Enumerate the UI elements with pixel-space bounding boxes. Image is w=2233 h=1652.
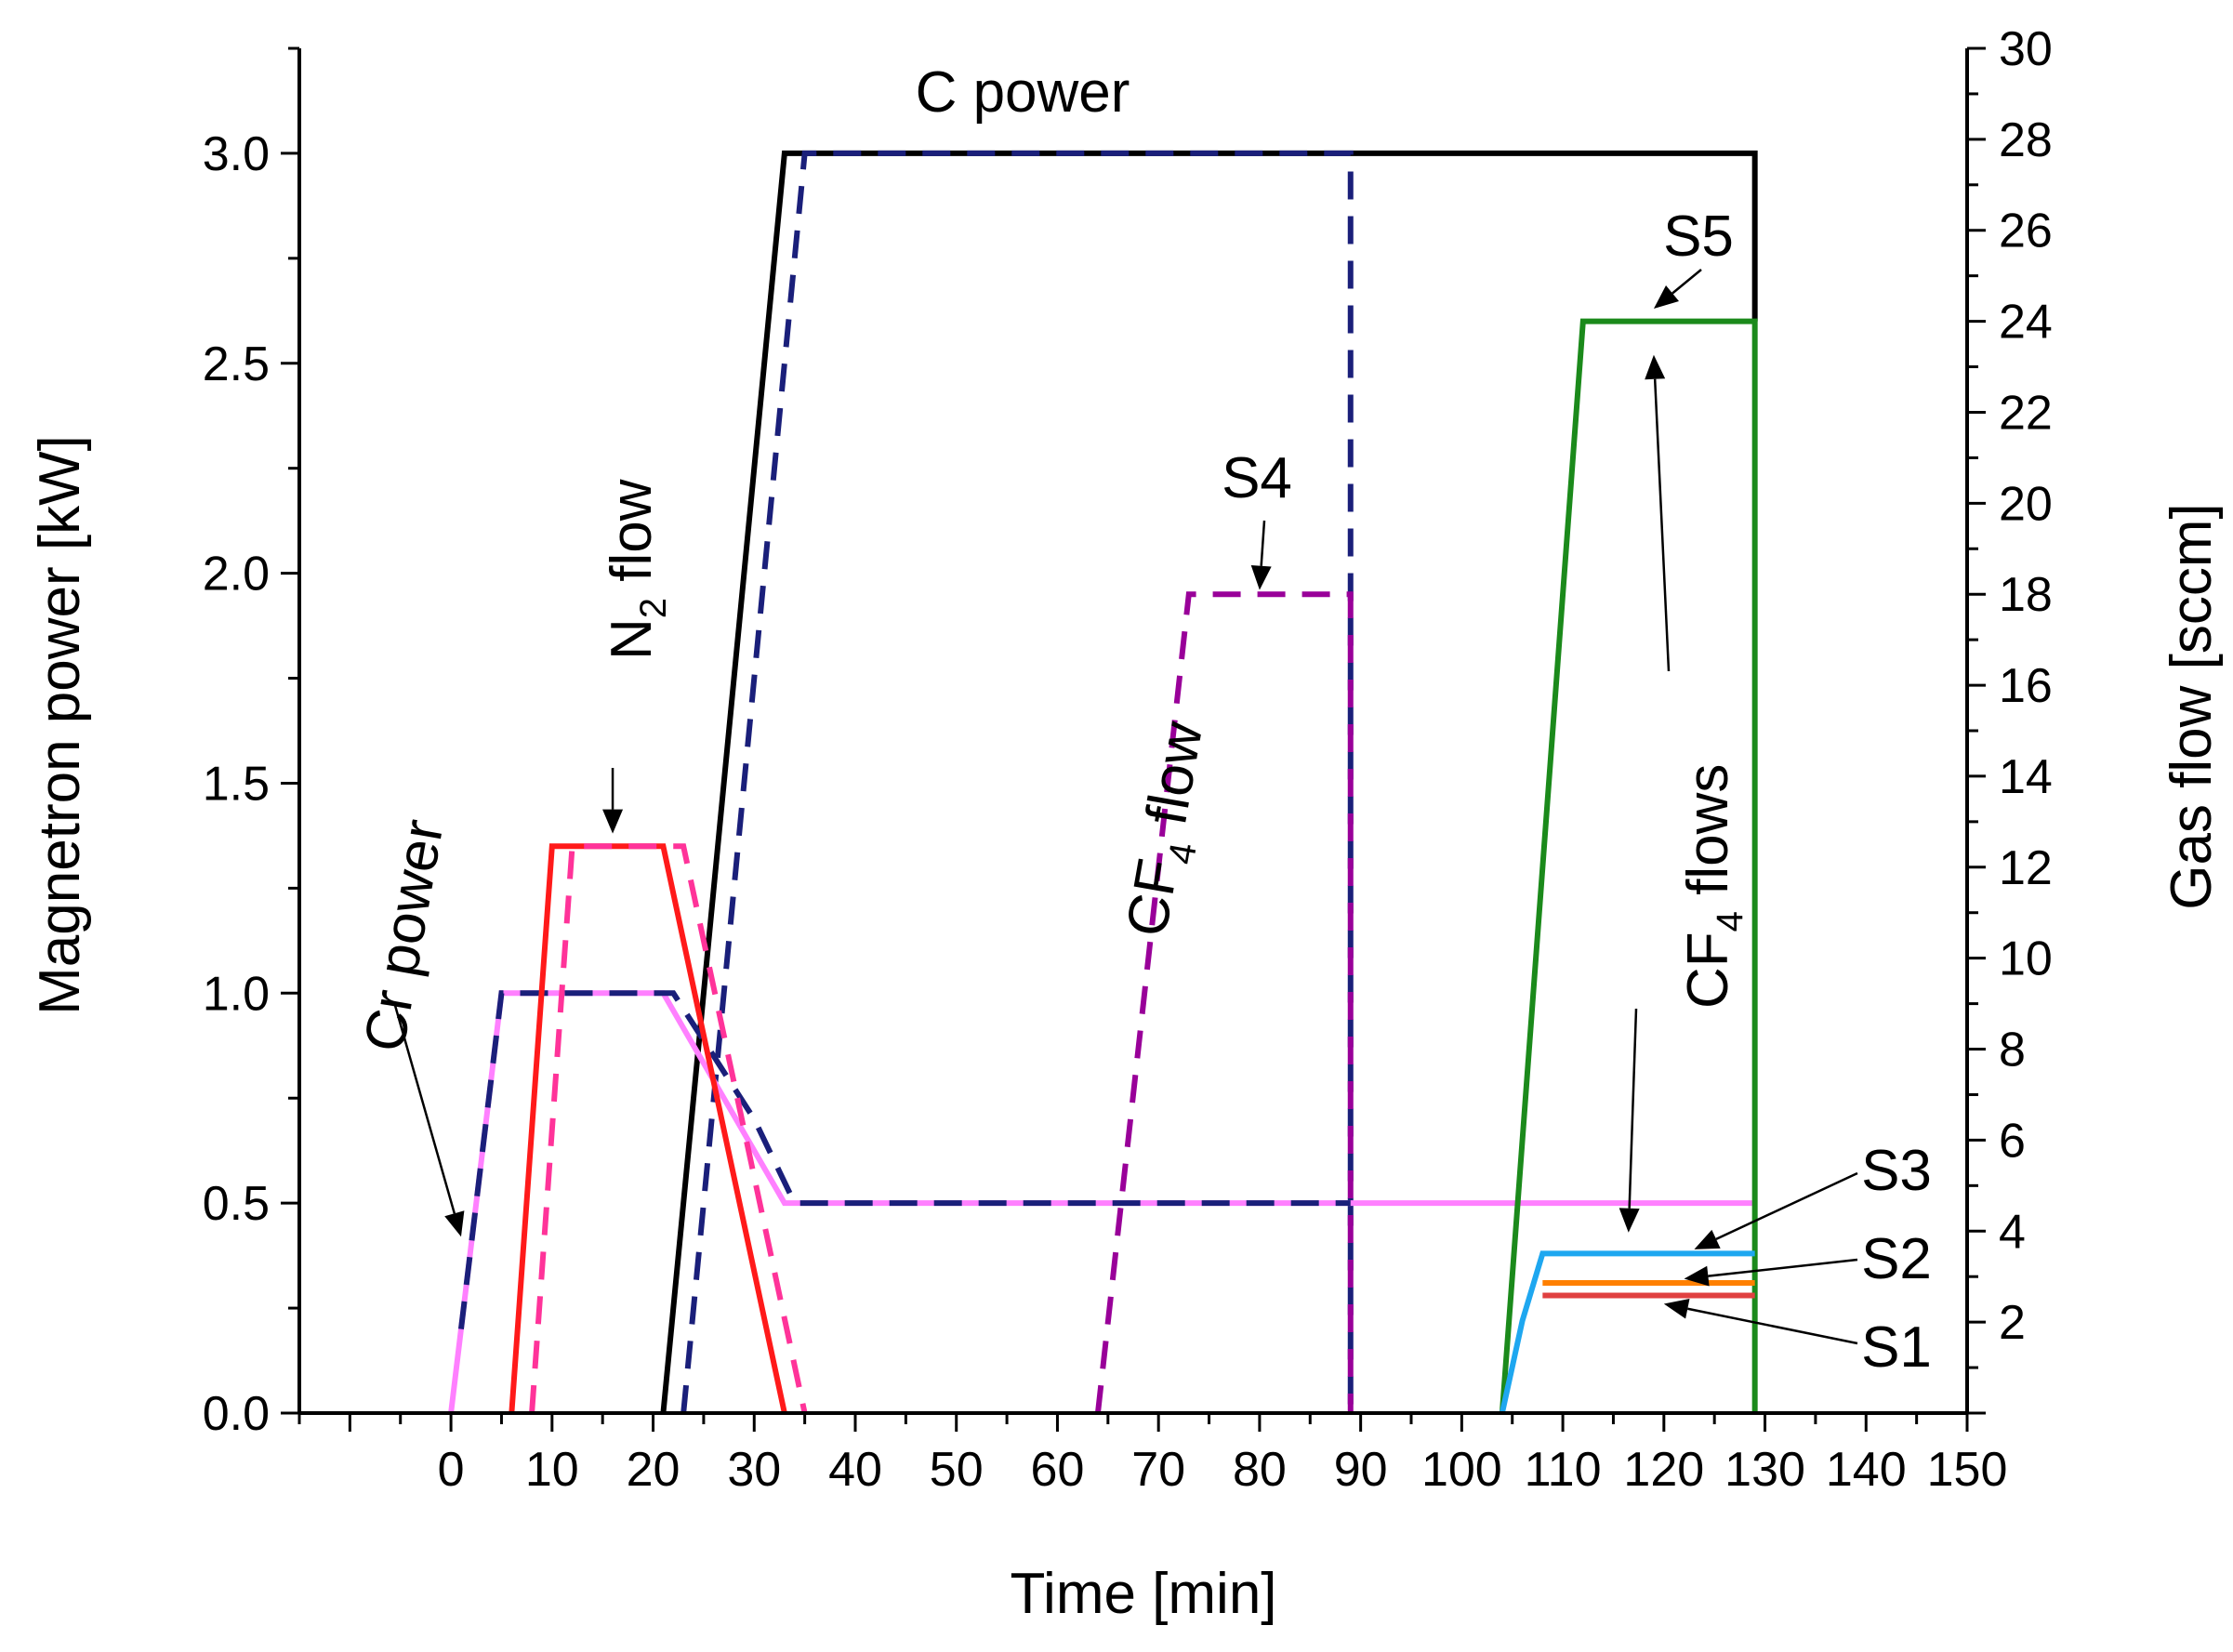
x-tick-label: 50 [930,1443,984,1497]
series-line-cr-power-dashed- [457,990,1351,1330]
annotation-s2: S2 [1861,1227,1932,1291]
y-right-tick-label: 12 [1999,841,2053,895]
series-line-c-power [660,150,1758,1414]
x-tick-label: 10 [525,1443,579,1497]
cf4-flows-pre: CF [1676,932,1740,1009]
series-line-s3 [1499,1250,1755,1414]
y-right-tick-label: 24 [1999,296,2053,350]
y-right-tick-label: 22 [1999,386,2053,440]
y-right-tick-label: 10 [1999,932,2053,986]
x-tick-label: 70 [1131,1443,1185,1497]
y-right-tick-label: 2 [1999,1296,2026,1350]
y-right-tick-label: 8 [1999,1024,2026,1077]
axes: 0 10 20 30 40 50 60 70 80 90 100 110 120 130 140 150 0.0… [203,22,2053,1497]
x-tick-label: 90 [1334,1443,1388,1497]
x-tick-label: 40 [828,1443,882,1497]
annotation-arrows [392,269,1858,1345]
y-right-tick-label: 6 [1999,1114,2026,1168]
x-tick-label: 110 [1525,1443,1602,1497]
y-left-tick-label: 1.0 [203,967,270,1021]
y-left-axis-title: Magnetron power [kW] [28,435,92,1015]
s2-arrow [1684,1258,1858,1287]
annotation-cf4-flow: CF4 flow [1115,717,1225,943]
n2-flow-sub: 2 [633,598,674,618]
n2-flow-post: flow [600,479,664,598]
x-tick-label: 80 [1233,1443,1287,1497]
annotation-s5: S5 [1663,205,1734,269]
annotation-s4: S4 [1222,446,1292,510]
y-left-tick-label: 0.5 [203,1177,270,1231]
cf4-flow-pre: CF [1115,854,1191,941]
annotation-cr-power: Cr power [352,815,456,1057]
n2-flow-arrow [602,768,624,834]
y-left-tick-label: 2.0 [203,548,270,601]
plot-lines [448,150,1758,1414]
cf4-flows-arrow [1619,1008,1640,1233]
series-line-s5 [1499,318,1758,1414]
y-left-tick-label: 3.0 [203,127,270,181]
s1-arrow [1663,1298,1858,1345]
annotation-cf4-flows: CF4 flows [1676,764,1751,1009]
x-tick-label: 100 [1421,1443,1502,1497]
x-axis-title: Time [min] [1010,1562,1276,1626]
s5-top-arrow [1653,269,1702,310]
annotation-s1: S1 [1861,1315,1932,1380]
series-line-cf4-flow-s4 [1094,591,1354,1414]
x-tick-label: 30 [727,1443,781,1497]
y-left-tick-label: 2.5 [203,337,270,391]
y-right-tick-label: 4 [1999,1205,2026,1259]
y-left-tick-label: 0.0 [203,1387,270,1441]
x-tick-label: 120 [1623,1443,1704,1497]
y-right-tick-label: 14 [1999,750,2053,804]
y-right-tick-label: 26 [1999,205,2053,258]
series-line-c-power-dashed- [680,150,1354,1414]
y-right-tick-label: 18 [1999,568,2053,622]
n2-flow-pre: N [600,618,664,660]
y-right-axis-title: Gas flow [sccm] [2160,503,2224,910]
s4-arrow [1250,520,1272,590]
x-tick-label: 130 [1724,1443,1805,1497]
y-right-tick-label: 30 [1999,22,2053,76]
x-tick-label: 0 [438,1443,465,1497]
series-line-n2-flow-dashed- [529,843,808,1414]
annotation-s3: S3 [1861,1139,1932,1203]
cf4-flow-post: flow [1131,717,1215,845]
y-right-tick-label: 28 [1999,113,2053,167]
y-right-tick-label: 20 [1999,477,2053,531]
cf4-flows-post: flows [1676,764,1740,911]
x-tick-label: 140 [1826,1443,1907,1497]
x-tick-label: 150 [1927,1443,2008,1497]
y-right-tick-label: 16 [1999,659,2053,713]
annotation-c-power: C power [916,60,1130,125]
x-tick-label: 20 [627,1443,680,1497]
y-left-tick-label: 1.5 [203,757,270,811]
annotation-n2-flow: N2 flow [600,479,674,660]
cr-power-arrow [392,1001,465,1237]
s3-arrow [1694,1171,1858,1249]
x-tick-label: 60 [1031,1443,1085,1497]
s5-arrow [1645,354,1671,672]
cf4-flows-sub: 4 [1710,911,1751,932]
